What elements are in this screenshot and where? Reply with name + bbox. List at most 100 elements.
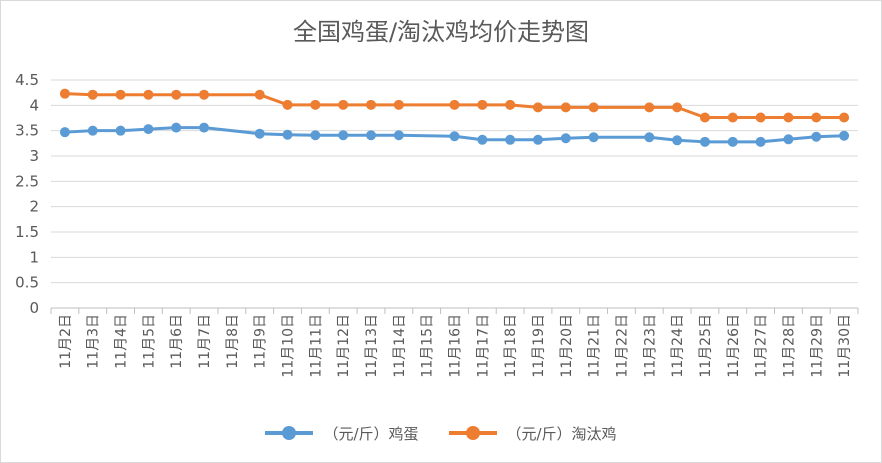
- x-tick-label: 11月28日: [781, 314, 797, 378]
- x-tick-label: 11月20日: [559, 314, 575, 378]
- x-tick-label: 11月2日: [58, 314, 74, 369]
- data-point-culled-hens[interactable]: [254, 89, 265, 100]
- x-axis: 11月2日 11月3日 11月4日 11月5日 11月6日 11月7日 11月8日 11月9日…: [50, 308, 859, 378]
- data-point-culled-hens[interactable]: [699, 112, 710, 123]
- data-point-culled-hens[interactable]: [505, 99, 516, 110]
- y-tick-label: 0: [29, 299, 39, 317]
- y-tick-label: 4.5: [15, 71, 39, 89]
- data-point-culled-hens[interactable]: [560, 102, 571, 113]
- data-point-eggs[interactable]: [393, 130, 404, 141]
- data-point-eggs[interactable]: [727, 136, 738, 147]
- y-tick-label: 3.5: [15, 122, 39, 140]
- x-tick-label: 11月19日: [531, 314, 547, 378]
- data-point-culled-hens[interactable]: [672, 102, 683, 113]
- data-point-eggs[interactable]: [338, 130, 349, 141]
- data-point-culled-hens[interactable]: [87, 89, 98, 100]
- x-tick-label: 11月22日: [614, 314, 630, 378]
- x-tick-label: 11月6日: [169, 314, 185, 369]
- data-point-eggs[interactable]: [644, 132, 655, 143]
- data-point-eggs[interactable]: [477, 134, 488, 145]
- data-point-culled-hens[interactable]: [588, 102, 599, 113]
- chart-title: 全国鸡蛋/淘汰鸡均价走势图: [292, 18, 590, 46]
- gridlines: [51, 79, 858, 309]
- legend: （元/斤）鸡蛋 （元/斤）淘汰鸡: [0, 418, 882, 448]
- x-tick-label: 11月15日: [420, 314, 436, 378]
- x-tick-label: 11月24日: [670, 314, 686, 378]
- x-tick-label: 11月14日: [392, 314, 408, 378]
- data-point-eggs[interactable]: [449, 131, 460, 142]
- data-point-culled-hens[interactable]: [839, 112, 850, 123]
- data-point-eggs[interactable]: [560, 133, 571, 144]
- data-point-eggs[interactable]: [699, 136, 710, 147]
- data-point-eggs[interactable]: [811, 131, 822, 142]
- data-point-eggs[interactable]: [254, 128, 265, 139]
- data-point-eggs[interactable]: [282, 129, 293, 140]
- x-tick-label: 11月27日: [754, 314, 770, 378]
- data-point-culled-hens[interactable]: [449, 99, 460, 110]
- data-point-eggs[interactable]: [143, 124, 154, 135]
- data-point-eggs[interactable]: [199, 122, 210, 133]
- data-point-culled-hens[interactable]: [755, 112, 766, 123]
- x-tick-label: 11月17日: [475, 314, 491, 378]
- x-tick-label: 11月26日: [726, 314, 742, 378]
- data-point-eggs[interactable]: [115, 125, 126, 136]
- x-tick-label: 11月7日: [197, 314, 213, 369]
- y-tick-label: 2.5: [15, 172, 39, 190]
- legend-swatch-eggs: [265, 426, 314, 440]
- x-tick-label: 11月18日: [503, 314, 519, 378]
- x-tick-label: 11月16日: [448, 314, 464, 378]
- data-point-culled-hens[interactable]: [143, 89, 154, 100]
- data-point-eggs[interactable]: [505, 134, 516, 145]
- x-tick-label: 11月11日: [308, 314, 324, 378]
- data-point-eggs[interactable]: [310, 130, 321, 141]
- data-point-culled-hens[interactable]: [338, 99, 349, 110]
- x-tick-label: 11月13日: [364, 314, 380, 378]
- y-tick-label: 2: [29, 198, 39, 216]
- legend-item-culled-hens[interactable]: （元/斤）淘汰鸡: [448, 423, 617, 444]
- data-point-eggs[interactable]: [783, 134, 794, 145]
- data-point-eggs[interactable]: [672, 135, 683, 146]
- data-point-culled-hens[interactable]: [727, 112, 738, 123]
- data-point-eggs[interactable]: [366, 130, 377, 141]
- data-point-culled-hens[interactable]: [811, 112, 822, 123]
- y-tick-label: 0.5: [15, 274, 39, 292]
- data-point-culled-hens[interactable]: [59, 88, 70, 99]
- x-tick-label: 11月12日: [336, 314, 352, 378]
- data-point-culled-hens[interactable]: [115, 89, 126, 100]
- data-point-culled-hens[interactable]: [393, 99, 404, 110]
- data-point-culled-hens[interactable]: [310, 99, 321, 110]
- x-tick-label: 11月10日: [281, 314, 297, 378]
- data-point-culled-hens[interactable]: [783, 112, 794, 123]
- data-point-eggs[interactable]: [588, 132, 599, 143]
- legend-label-eggs: （元/斤）鸡蛋: [323, 424, 419, 443]
- y-tick-label: 1: [29, 248, 39, 266]
- x-tick-label: 11月21日: [587, 314, 603, 378]
- data-point-eggs[interactable]: [171, 122, 182, 133]
- data-point-eggs[interactable]: [532, 134, 543, 145]
- data-point-culled-hens[interactable]: [477, 99, 488, 110]
- data-point-eggs[interactable]: [59, 127, 70, 138]
- data-point-eggs[interactable]: [839, 130, 850, 141]
- data-point-culled-hens[interactable]: [199, 89, 210, 100]
- x-tick-label: 11月23日: [642, 314, 658, 378]
- data-point-culled-hens[interactable]: [366, 99, 377, 110]
- data-point-culled-hens[interactable]: [282, 99, 293, 110]
- legend-label-culled-hens: （元/斤）淘汰鸡: [506, 424, 617, 443]
- x-tick-label: 11月4日: [114, 314, 130, 369]
- y-tick-label: 4: [29, 96, 39, 114]
- data-point-culled-hens[interactable]: [532, 102, 543, 113]
- legend-item-eggs[interactable]: （元/斤）鸡蛋: [265, 423, 419, 444]
- data-point-culled-hens[interactable]: [644, 102, 655, 113]
- data-point-eggs[interactable]: [755, 136, 766, 147]
- series-points: [59, 88, 850, 147]
- y-axis: 0 0.5 1 1.5 2 2.5 3 3.5 4 4.5: [15, 71, 39, 317]
- x-tick-label: 11月5日: [141, 314, 157, 369]
- x-tick-label: 11月29日: [809, 314, 825, 378]
- x-tick-label: 11月3日: [86, 314, 102, 369]
- y-tick-label: 1.5: [15, 223, 39, 241]
- data-point-culled-hens[interactable]: [171, 89, 182, 100]
- x-tick-label: 11月30日: [837, 314, 853, 378]
- data-point-eggs[interactable]: [87, 125, 98, 136]
- x-tick-label: 11月25日: [698, 314, 714, 378]
- x-tick-label: 11月9日: [253, 314, 269, 369]
